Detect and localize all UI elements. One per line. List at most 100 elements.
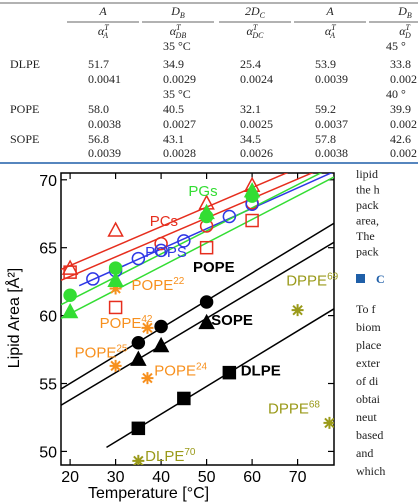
annotation-sup: 25	[116, 344, 128, 355]
annotation: POPE42	[100, 314, 153, 332]
point	[199, 240, 214, 255]
column-header-main: D	[170, 4, 180, 18]
x-tick-label: 50	[198, 469, 216, 486]
cell-value: 34.9	[163, 57, 184, 71]
body-line: the h	[356, 183, 380, 197]
point	[86, 272, 100, 286]
subcolumn-header-sub: DC	[251, 31, 264, 40]
subcolumn-header-main: α	[247, 24, 254, 38]
body-line: To f	[356, 302, 376, 316]
row-label: SOPE	[10, 132, 39, 146]
fit-line	[61, 241, 334, 406]
column-header: DB	[397, 4, 412, 20]
annotation-text: PCs	[150, 213, 178, 230]
y-tick-label: 65	[39, 241, 57, 258]
point	[222, 209, 237, 224]
subcolumn-header-sup: T	[104, 23, 109, 32]
subcolumn-header: αT DC	[247, 23, 265, 40]
point	[141, 372, 154, 385]
cell-coef: 0.0025	[240, 117, 273, 131]
annotation-sup: 42	[141, 314, 153, 325]
plot-frame	[60, 172, 335, 466]
point	[108, 261, 123, 275]
point	[108, 300, 123, 315]
annotation-text: POPE	[193, 259, 235, 276]
column-header-main: A	[325, 4, 334, 18]
annotation-text: POPE	[100, 315, 142, 332]
subcolumn-header-main: α	[399, 24, 406, 38]
cell-value: 32.1	[240, 102, 261, 116]
point	[109, 359, 122, 372]
body-line: obtai	[356, 392, 381, 406]
point	[63, 265, 77, 279]
body-line: and	[356, 446, 373, 460]
point	[131, 251, 146, 266]
point	[245, 189, 259, 203]
annotation: POPE	[193, 259, 235, 276]
cell-value: 58.0	[88, 102, 109, 116]
annotation: DPPE69	[286, 272, 338, 290]
subcolumn-header-main: α	[98, 24, 105, 38]
row-label: POPE	[10, 102, 39, 116]
body-line: lipid	[356, 167, 378, 181]
cell-value: 33.8	[390, 57, 411, 71]
fit-line	[61, 173, 323, 306]
subcolumn-header-sub: A	[102, 31, 108, 40]
body-line: biom	[356, 320, 381, 334]
column-header-main: A	[98, 4, 107, 18]
annotation: POPE24	[154, 361, 207, 379]
x-tick-label: 70	[289, 469, 307, 486]
cell-coef: 0.0037	[315, 117, 348, 131]
annotation: POPS	[145, 244, 187, 261]
fit-line	[61, 173, 314, 281]
cell-coef: 0.002	[390, 72, 417, 86]
point	[198, 313, 215, 330]
fit-line	[61, 173, 289, 271]
x-tick-label: 30	[107, 469, 125, 486]
cell-value: 34.5	[240, 132, 261, 146]
cell-value: 25.4	[240, 57, 261, 71]
annotation-text: POPE	[154, 362, 196, 379]
subcolumn-header-sub: D	[404, 31, 411, 40]
point	[109, 282, 122, 295]
cell-value: 57.8	[315, 132, 336, 146]
annotation-text: SOPE	[211, 312, 253, 329]
annotation-sup: 68	[309, 399, 321, 410]
point	[152, 336, 170, 353]
annotation-text: DPPE	[268, 400, 309, 417]
annotation-text: DPPE	[286, 273, 327, 290]
annotation-text: DLPE	[241, 362, 281, 379]
column-header-sub: C	[260, 11, 266, 20]
body-line: area,	[356, 214, 379, 228]
y-tick-label: 55	[39, 377, 57, 394]
annotation-text: DLPE	[145, 448, 184, 465]
subcolumn-header-sup: T	[176, 23, 181, 32]
annotation-sup: 69	[327, 272, 339, 283]
annotation: POPE25	[75, 344, 128, 362]
subcolumn-header-sub: A	[329, 31, 335, 40]
point	[132, 454, 145, 465]
column-header: 2DC	[245, 4, 266, 20]
cell-value: 51.7	[88, 57, 109, 71]
annotation: PCs	[150, 213, 178, 230]
point	[61, 302, 79, 319]
cell-value: 59.2	[315, 102, 336, 116]
fit-line	[61, 176, 334, 319]
x-tick-label: 40	[152, 469, 170, 486]
cell-coef: 0.0039	[315, 72, 348, 86]
body-line: The	[356, 229, 375, 243]
annotation-sup: 70	[184, 447, 196, 458]
column-header: A	[98, 4, 107, 18]
x-axis-label: Temperature [°C]	[88, 485, 209, 502]
subcolumn-header-main: α	[170, 24, 177, 38]
cell-coef: 0.0038	[88, 117, 121, 131]
cell-coef: 0.002	[390, 146, 417, 160]
column-header-main: D	[397, 4, 407, 18]
cell-coef: 0.0041	[88, 72, 121, 86]
point	[177, 234, 191, 248]
point	[63, 288, 77, 302]
subcolumn-header-sup: T	[253, 23, 258, 32]
annotation: DLPE70	[145, 447, 196, 465]
